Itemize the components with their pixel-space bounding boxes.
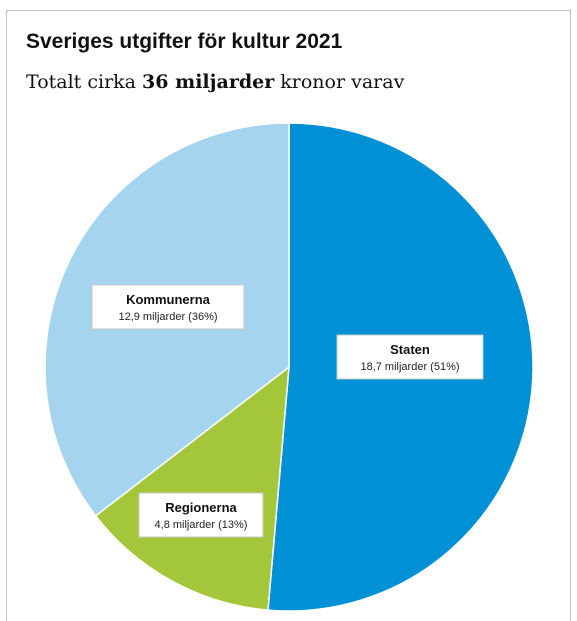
- chart-subtitle: Totalt cirka 36 miljarder kronor varav: [26, 71, 404, 93]
- chart-frame: [6, 10, 571, 621]
- slice-label-box: [336, 334, 484, 380]
- slice-name-label: Kommunerna: [126, 292, 211, 307]
- slice-label-box: [138, 492, 264, 538]
- pie-labels: Staten 18,7 miljarder (51%) Regionerna 4,8 …: [91, 284, 484, 538]
- subtitle-emphasis: 36 miljarder: [142, 71, 275, 93]
- chart-title: Sveriges utgifter för kultur 2021: [26, 30, 343, 53]
- slice-name-label: Regionerna: [165, 500, 237, 515]
- slice-value-label: 12,9 miljarder (36%): [118, 311, 217, 323]
- slice-label-regionerna: Regionerna 4,8 miljarder (13%): [138, 492, 264, 538]
- subtitle-suffix: kronor varav: [274, 71, 405, 93]
- slice-name-label: Staten: [390, 342, 430, 357]
- slice-value-label: 18,7 miljarder (51%): [360, 361, 459, 373]
- pie-slice-regionerna: [94, 365, 290, 611]
- slice-value-label: 4,8 miljarder (13%): [155, 519, 248, 531]
- slice-label-staten: Staten 18,7 miljarder (51%): [336, 334, 484, 380]
- subtitle-prefix: Totalt cirka: [26, 71, 143, 93]
- slice-label-kommunerna: Kommunerna 12,9 miljarder (36%): [91, 284, 245, 330]
- slice-label-box: [91, 284, 245, 330]
